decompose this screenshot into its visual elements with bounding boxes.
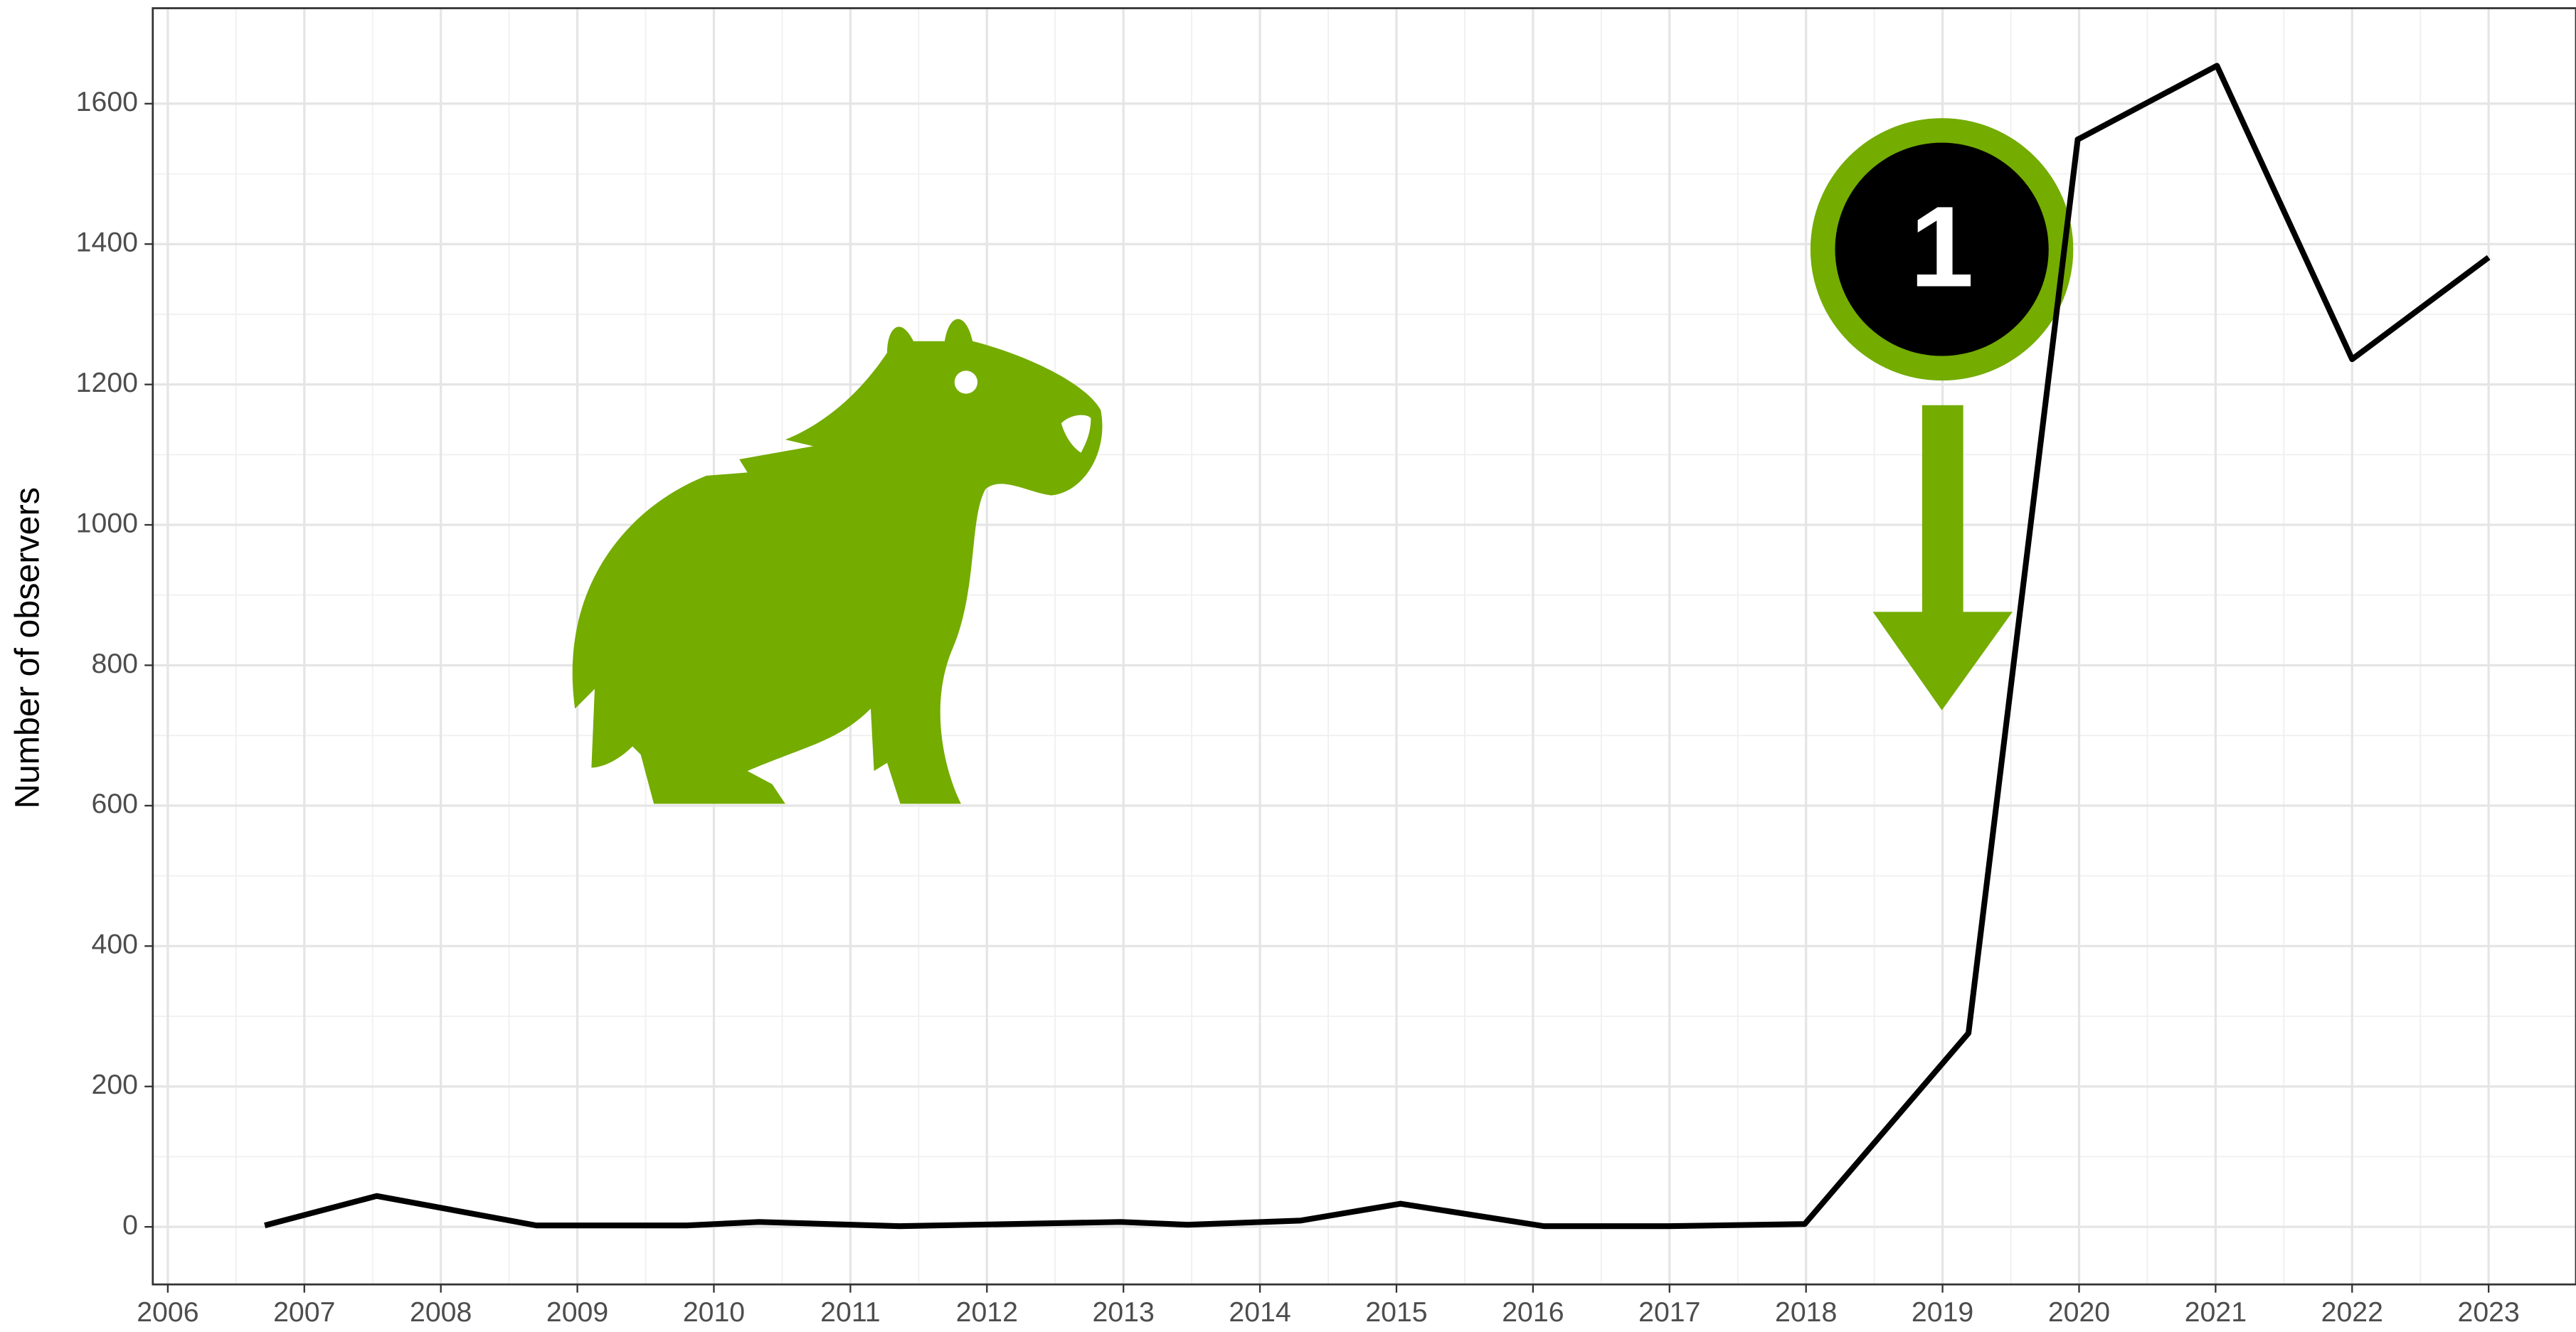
y-tick-label: 1200 (76, 367, 138, 398)
y-tick-label: 1000 (76, 507, 138, 538)
arrow-shaft (1922, 405, 1963, 614)
capybara-ear (1061, 415, 1091, 453)
capybara-body (572, 319, 1103, 804)
capybara-icon (572, 319, 1103, 804)
x-tick-label: 2017 (1638, 1296, 1700, 1328)
y-tick-label: 0 (122, 1210, 138, 1241)
x-tick-label: 2015 (1365, 1296, 1427, 1328)
x-tick-label: 2019 (1912, 1296, 1973, 1328)
y-axis-label: Number of observers (8, 487, 46, 809)
plot: 0 200 400 600 800 1000 1200 1400 1600 2006 2007 200… (76, 7, 2576, 1328)
x-tick-label: 2016 (1502, 1296, 1564, 1328)
y-tick-label: 400 (92, 929, 138, 960)
x-tick-label: 2009 (546, 1296, 608, 1328)
grid (152, 8, 2576, 1285)
y-tick-label: 1400 (76, 227, 138, 258)
badge-number: 1 (1910, 183, 1974, 311)
x-tick-label: 2021 (2185, 1296, 2247, 1328)
arrow-head (1872, 612, 2013, 710)
x-tick-label: 2012 (956, 1296, 1018, 1328)
x-tick-label: 2023 (2458, 1296, 2520, 1328)
x-tick-label: 2020 (2048, 1296, 2110, 1328)
y-tick-label: 200 (92, 1069, 138, 1100)
x-tick-label: 2008 (410, 1296, 472, 1328)
x-tick-label: 2006 (137, 1296, 198, 1328)
badge-core (1835, 142, 2049, 356)
x-tick-label: 2007 (273, 1296, 335, 1328)
x-tick-label: 2010 (683, 1296, 745, 1328)
x-tick-label: 2018 (1775, 1296, 1837, 1328)
callout: 1 (1810, 118, 2074, 710)
y-tick-label: 1600 (76, 86, 138, 117)
y-tick-label: 800 (92, 648, 138, 679)
x-tick-label: 2014 (1229, 1296, 1290, 1328)
x-tick-label: 2022 (2321, 1296, 2383, 1328)
capybara-eye (954, 371, 978, 394)
data-line (264, 63, 2491, 1230)
plot-border (152, 7, 2576, 1286)
y-tick-label: 600 (92, 788, 138, 819)
x-tick-label: 2011 (820, 1296, 880, 1328)
x-tick-label: 2013 (1093, 1296, 1155, 1328)
